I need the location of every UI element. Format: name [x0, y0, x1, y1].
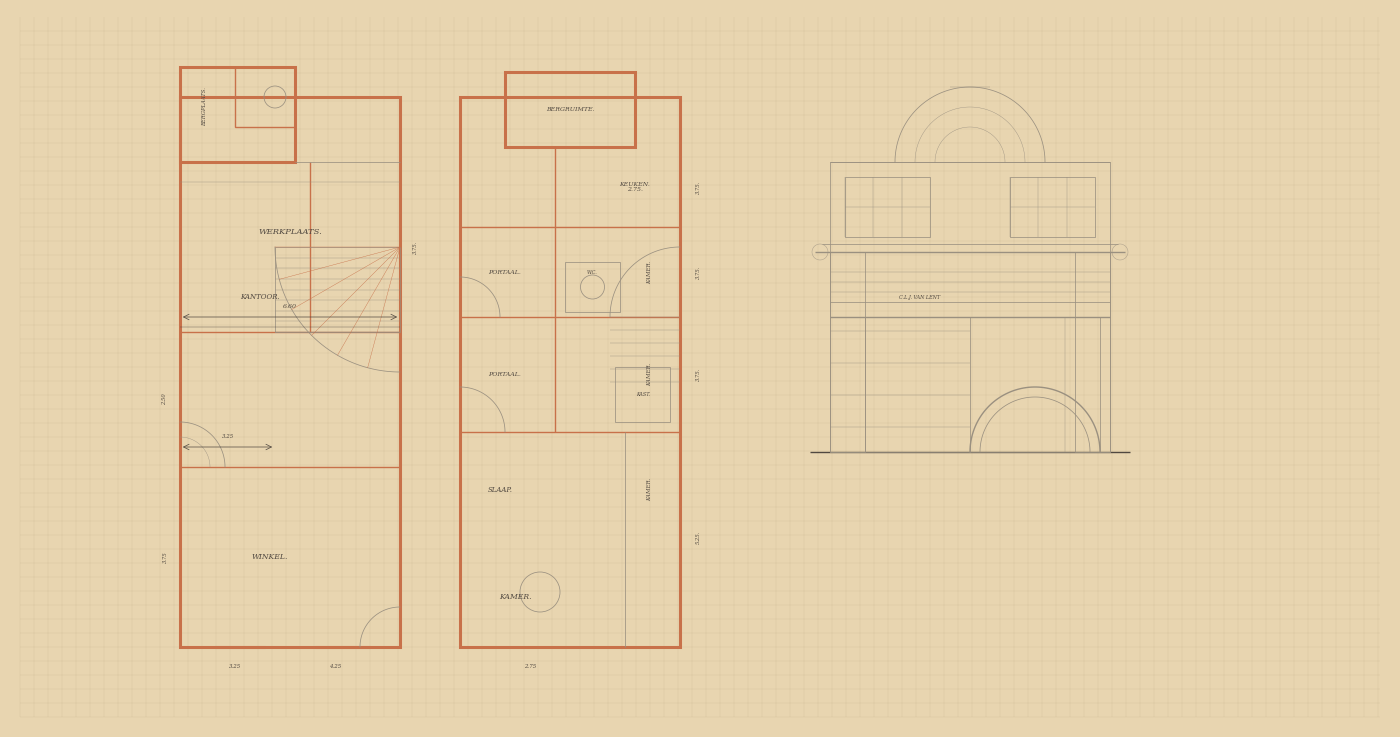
- Text: WERKPLAATS.: WERKPLAATS.: [258, 228, 322, 236]
- Text: KAST.: KAST.: [636, 391, 650, 397]
- Text: PORTAAL.: PORTAAL.: [489, 270, 521, 274]
- Text: KANTOOR.: KANTOOR.: [241, 293, 280, 301]
- Text: 3.75.: 3.75.: [413, 240, 417, 254]
- Bar: [830, 162, 1110, 252]
- Text: KEUKEN.
2.75.: KEUKEN. 2.75.: [620, 181, 651, 192]
- Text: KAMER.: KAMER.: [647, 363, 652, 386]
- Bar: [846, 177, 930, 237]
- Bar: [566, 262, 620, 312]
- Text: 2.50: 2.50: [162, 394, 168, 405]
- Bar: [1075, 252, 1110, 452]
- Text: KAMER.: KAMER.: [498, 593, 531, 601]
- Text: KAMER.: KAMER.: [647, 260, 652, 284]
- Text: 3.75.: 3.75.: [696, 368, 700, 381]
- Text: BERGPLAATS.: BERGPLAATS.: [203, 88, 207, 127]
- Text: W.C.: W.C.: [587, 270, 598, 274]
- Text: 3.75: 3.75: [162, 551, 168, 563]
- Text: 4.25: 4.25: [329, 665, 342, 669]
- Bar: [615, 367, 671, 422]
- Text: 3.75.: 3.75.: [696, 265, 700, 279]
- Text: 6.60: 6.60: [283, 304, 297, 310]
- Text: 3.75.: 3.75.: [696, 181, 700, 194]
- Text: 3.25: 3.25: [228, 665, 241, 669]
- Bar: [1009, 177, 1095, 237]
- Text: C.L.J. VAN LENT: C.L.J. VAN LENT: [899, 295, 941, 299]
- Text: WINKEL.: WINKEL.: [252, 553, 288, 561]
- Text: KAMER.: KAMER.: [647, 478, 652, 501]
- Text: PORTAAL.: PORTAAL.: [489, 372, 521, 377]
- Bar: [830, 252, 865, 452]
- Text: 2.75: 2.75: [524, 665, 536, 669]
- Bar: [274, 247, 400, 332]
- Bar: [181, 97, 400, 647]
- Bar: [181, 67, 295, 162]
- Text: 3.25: 3.25: [221, 435, 234, 439]
- Text: SLAAP.: SLAAP.: [487, 486, 512, 494]
- Bar: [505, 72, 636, 147]
- Bar: [830, 252, 1110, 452]
- Bar: [461, 97, 680, 647]
- Bar: [235, 67, 295, 127]
- Text: BERGRUIMTE.: BERGRUIMTE.: [546, 107, 595, 112]
- Text: 5.25.: 5.25.: [696, 531, 700, 544]
